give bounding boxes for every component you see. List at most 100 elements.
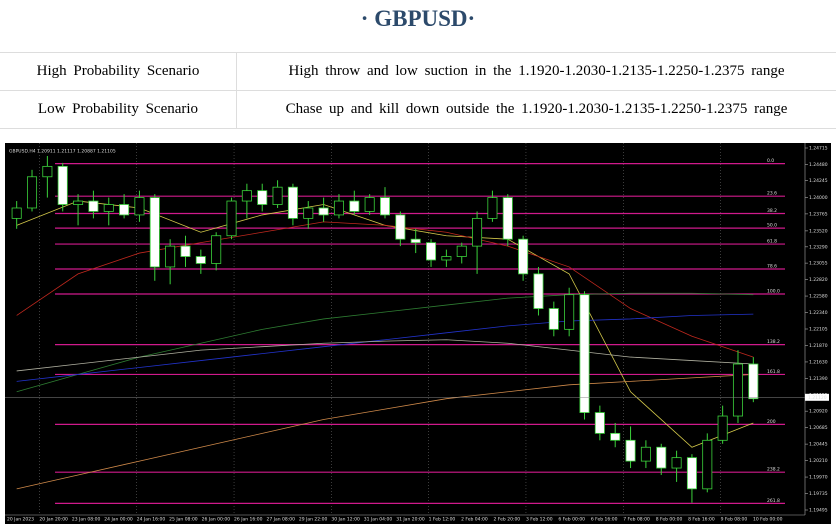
- row: High Probability Scenario High throw and …: [0, 52, 836, 91]
- x-tick-label: 2 Feb 20:00: [494, 517, 521, 523]
- candle-body: [57, 165, 68, 205]
- candle-body: [226, 200, 237, 237]
- candle-body: [548, 308, 559, 330]
- x-tick-label: 29 Jan 22:00: [299, 517, 328, 523]
- level-label: 238.2: [767, 467, 780, 473]
- candle-body: [594, 412, 605, 434]
- y-tick-label: 1.19735: [809, 491, 828, 497]
- level-label: 138.2: [767, 339, 780, 345]
- page-title: · GBPUSD·: [360, 6, 476, 31]
- y-tick-label: 1.22580: [809, 294, 828, 300]
- price-label: 1.21120: [808, 395, 827, 401]
- x-tick-label: 7 Feb 08:00: [623, 517, 650, 523]
- candle-body: [27, 176, 38, 209]
- row: Low Probability Scenario Chase up and kil…: [0, 90, 836, 129]
- price-box: [805, 393, 829, 401]
- candle-body: [11, 207, 22, 219]
- x-tick-label: 6 Feb 16:00: [591, 517, 618, 523]
- candle-body: [656, 446, 667, 469]
- candle-body: [42, 165, 53, 178]
- x-tick-label: 20 Jan 20:00: [39, 517, 68, 523]
- x-tick-label: 25 Jan 08:00: [169, 517, 198, 523]
- candle-body: [73, 200, 84, 205]
- candle-body: [487, 197, 498, 219]
- x-tick-label: 9 Feb 08:00: [721, 517, 748, 523]
- level-label: 261.8: [767, 498, 780, 504]
- y-tick-label: 1.24715: [809, 146, 828, 152]
- candle-body: [395, 214, 406, 240]
- x-tick-label: 10 Feb 00:00: [753, 517, 783, 523]
- candle-body: [579, 294, 590, 413]
- cell: Chase up and kill down outside the 1.192…: [236, 90, 836, 129]
- y-tick-label: 1.20685: [809, 425, 828, 431]
- candle-body: [686, 457, 697, 490]
- x-tick-label: 30 Jan 12:00: [331, 517, 360, 523]
- candle-body: [533, 273, 544, 309]
- y-tick-label: 1.22105: [809, 327, 828, 333]
- y-tick-label: 1.20210: [809, 458, 828, 464]
- x-tick-label: 20 Jan 2023: [7, 517, 34, 523]
- y-tick-label: 1.21390: [809, 376, 828, 382]
- candle-body: [318, 207, 329, 216]
- candle-body: [426, 242, 437, 261]
- candle-body: [441, 256, 452, 261]
- x-tick-label: 23 Jan 08:00: [72, 517, 101, 523]
- y-tick-label: 1.23520: [809, 228, 828, 234]
- x-tick-label: 6 Feb 00:00: [558, 517, 585, 523]
- candle-body: [165, 245, 176, 268]
- candle-body: [287, 186, 298, 219]
- x-tick-label: 8 Feb 16:00: [688, 517, 715, 523]
- x-tick-label: 31 Jan 20:00: [396, 517, 425, 523]
- chart-title: GBPUSD.H4 1.20911 1.21117 1.20887 1.2110…: [9, 149, 116, 155]
- level-label: 23.6: [767, 191, 777, 197]
- cell: Low Probability Scenario: [0, 90, 237, 129]
- candle-body: [472, 217, 483, 247]
- candle-body: [640, 446, 651, 462]
- y-tick-label: 1.21630: [809, 359, 828, 365]
- candle-body: [149, 197, 160, 268]
- x-tick-label: 26 Jan 00:00: [202, 517, 231, 523]
- candle-body: [748, 363, 759, 400]
- x-tick-label: 24 Jan 16:00: [137, 517, 166, 523]
- candle-body: [610, 432, 621, 441]
- x-tick-label: 1 Feb 12:00: [429, 517, 456, 523]
- x-tick-label: 8 Feb 00:00: [656, 517, 683, 523]
- x-tick-label: 24 Jan 00:00: [104, 517, 133, 523]
- candle-body: [379, 197, 391, 216]
- y-tick-label: 1.23765: [809, 211, 828, 217]
- candle-body: [564, 294, 575, 330]
- candle-body: [364, 197, 375, 212]
- y-tick-label: 1.23055: [809, 261, 828, 267]
- candle-body: [195, 256, 206, 264]
- y-tick-label: 1.19970: [809, 475, 828, 481]
- candle-body: [134, 197, 145, 216]
- level-label: 50.0: [767, 223, 777, 229]
- x-tick-label: 3 Feb 12:00: [526, 517, 553, 523]
- candle-body: [502, 197, 513, 240]
- candle-body: [456, 245, 467, 257]
- candle-body: [333, 200, 344, 216]
- x-tick-label: 26 Jan 16:00: [234, 517, 263, 523]
- candle-body: [303, 207, 314, 219]
- candle-body: [180, 245, 191, 257]
- y-tick-label: 1.19495: [809, 508, 828, 514]
- y-tick-label: 1.23290: [809, 244, 828, 250]
- candle-body: [103, 204, 114, 212]
- cell: High throw and low suction in the 1.1920…: [236, 52, 836, 91]
- y-tick-label: 1.20920: [809, 409, 828, 415]
- ma-line: [16, 313, 754, 382]
- candle-body: [211, 235, 222, 264]
- y-tick-label: 1.22820: [809, 277, 828, 283]
- level-label: 100.0: [767, 288, 780, 294]
- y-tick-label: 1.21870: [809, 343, 828, 349]
- candle-body: [518, 238, 529, 275]
- level-label: 78.6: [767, 264, 777, 270]
- candle-body: [410, 238, 421, 244]
- level-label: 61.8: [767, 239, 777, 245]
- y-tick-label: 1.22340: [809, 310, 828, 316]
- x-tick-label: 31 Jan 04:00: [364, 517, 393, 523]
- cell: High Probability Scenario: [0, 52, 237, 91]
- ma-line: [16, 374, 754, 490]
- candle-body: [349, 200, 360, 212]
